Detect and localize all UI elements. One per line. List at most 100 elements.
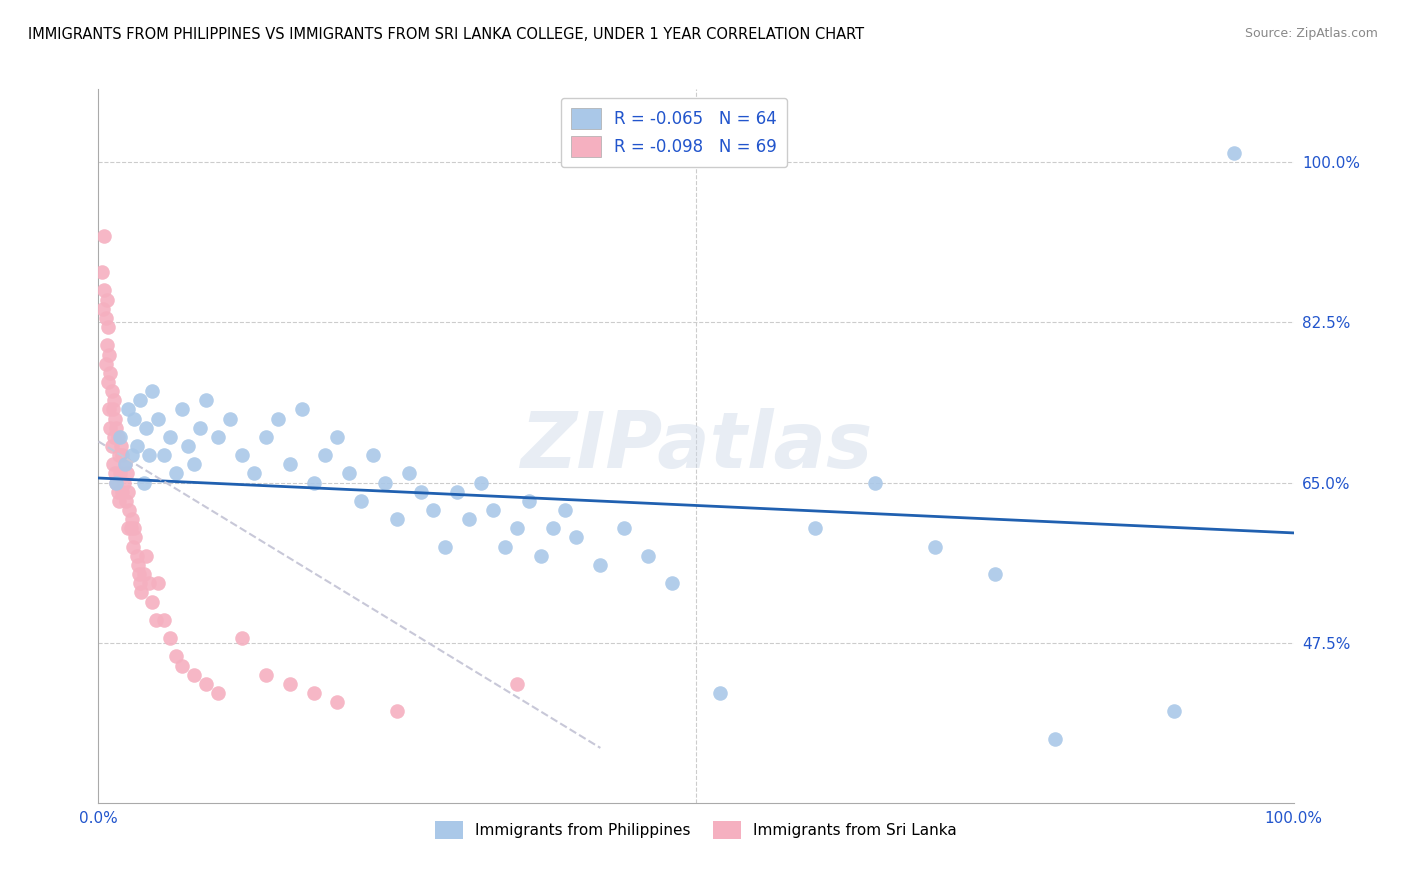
Point xyxy=(94,310,117,325)
Point xyxy=(105,420,128,434)
Point xyxy=(924,540,946,554)
Point xyxy=(494,540,516,554)
Point xyxy=(254,667,277,681)
Point xyxy=(117,402,139,417)
Point xyxy=(291,402,314,417)
Point xyxy=(613,521,636,535)
Point xyxy=(129,576,152,591)
Point xyxy=(446,484,468,499)
Point xyxy=(153,448,176,462)
Point xyxy=(124,411,146,425)
Point xyxy=(326,695,349,709)
Point xyxy=(103,393,125,408)
Point xyxy=(267,411,290,425)
Point xyxy=(108,467,131,481)
Point xyxy=(195,677,218,691)
Point xyxy=(107,484,129,499)
Point xyxy=(141,384,163,398)
Point xyxy=(1223,146,1246,161)
Point xyxy=(231,631,253,645)
Point xyxy=(105,475,128,490)
Point xyxy=(141,594,163,608)
Point xyxy=(159,430,181,444)
Point xyxy=(125,549,148,563)
Point xyxy=(422,503,444,517)
Point xyxy=(350,494,373,508)
Point xyxy=(124,531,146,545)
Point xyxy=(554,503,576,517)
Point xyxy=(589,558,612,572)
Point xyxy=(100,384,122,398)
Point xyxy=(231,448,253,462)
Point xyxy=(434,540,457,554)
Point xyxy=(138,448,160,462)
Point xyxy=(128,567,150,582)
Point xyxy=(458,512,481,526)
Point xyxy=(111,448,134,462)
Point xyxy=(278,458,301,472)
Point xyxy=(132,475,155,490)
Point xyxy=(117,484,139,499)
Point xyxy=(135,549,157,563)
Point xyxy=(104,411,127,425)
Point xyxy=(97,320,120,334)
Point xyxy=(165,467,187,481)
Text: Source: ZipAtlas.com: Source: ZipAtlas.com xyxy=(1244,27,1378,40)
Point xyxy=(129,393,152,408)
Point xyxy=(565,531,588,545)
Point xyxy=(101,402,124,417)
Point xyxy=(107,430,129,444)
Point xyxy=(96,338,118,352)
Point xyxy=(115,467,138,481)
Point xyxy=(254,430,277,444)
Point xyxy=(506,677,529,691)
Point xyxy=(374,475,396,490)
Point xyxy=(97,375,120,389)
Point xyxy=(207,430,229,444)
Point xyxy=(98,420,122,434)
Point xyxy=(385,512,409,526)
Point xyxy=(183,458,205,472)
Point xyxy=(121,512,143,526)
Point xyxy=(120,521,142,535)
Point xyxy=(104,467,127,481)
Point xyxy=(385,704,409,718)
Point xyxy=(132,567,155,582)
Point xyxy=(100,439,122,453)
Point xyxy=(219,411,242,425)
Point xyxy=(470,475,492,490)
Point xyxy=(326,430,349,444)
Point xyxy=(93,228,115,243)
Point xyxy=(481,503,505,517)
Point xyxy=(153,613,176,627)
Point xyxy=(709,686,731,700)
Point xyxy=(135,420,157,434)
Point xyxy=(98,347,121,361)
Point xyxy=(103,430,125,444)
Point xyxy=(411,484,433,499)
Point xyxy=(177,439,200,453)
Point xyxy=(541,521,564,535)
Point xyxy=(145,613,167,627)
Point xyxy=(101,458,124,472)
Point xyxy=(865,475,887,490)
Point xyxy=(125,439,148,453)
Point xyxy=(112,475,135,490)
Point xyxy=(172,658,194,673)
Point xyxy=(138,576,160,591)
Point xyxy=(148,411,170,425)
Point xyxy=(117,521,139,535)
Point xyxy=(159,631,181,645)
Point xyxy=(315,448,337,462)
Point xyxy=(127,558,149,572)
Point xyxy=(804,521,827,535)
Point xyxy=(302,475,325,490)
Point xyxy=(118,503,141,517)
Point xyxy=(108,430,131,444)
Point xyxy=(1163,704,1185,718)
Point xyxy=(339,467,361,481)
Point xyxy=(243,467,266,481)
Point xyxy=(114,458,136,472)
Point xyxy=(637,549,659,563)
Point xyxy=(115,494,138,508)
